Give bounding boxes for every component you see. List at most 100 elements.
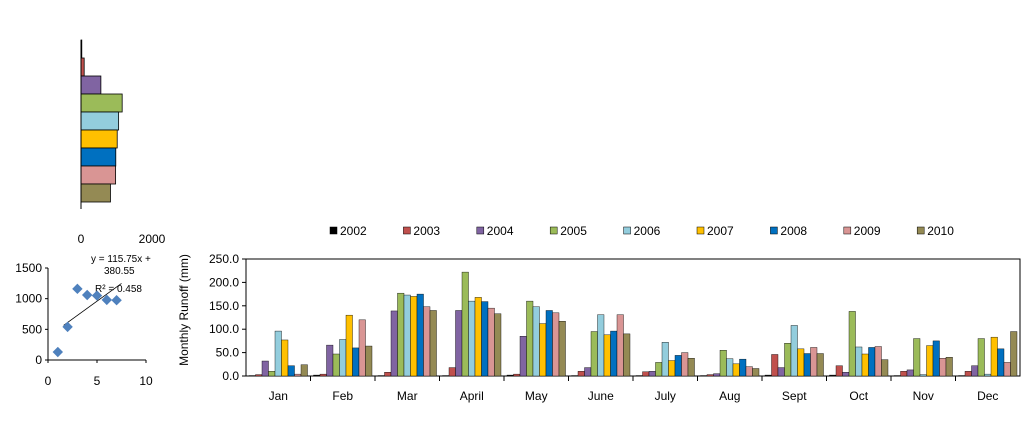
trend-r-squared: R² = 0.458: [95, 284, 142, 295]
bar-Aug-2003: [706, 374, 714, 377]
bar-July-2006: [661, 342, 669, 377]
bar-Feb-2006: [339, 339, 347, 377]
y-axis-title: Monthly Runoff (mm): [177, 254, 191, 366]
legend-label-2008: 2008: [780, 224, 807, 238]
bar-April-2007: [474, 297, 482, 377]
bar-Jan-2005: [268, 371, 276, 377]
bar-Oct-2009: [874, 346, 882, 377]
bar-Mar-2004: [390, 310, 398, 377]
legend-label-2006: 2006: [634, 224, 661, 238]
legend-label-2009: 2009: [854, 224, 881, 238]
bar-June-2002: [571, 375, 579, 377]
bar-May-2006: [532, 306, 540, 377]
scatter-point: [101, 294, 113, 306]
bar-Feb-2008: [352, 347, 360, 377]
scatter-point: [91, 290, 103, 301]
scatter-y-tick-label: 1500: [15, 261, 42, 275]
annual-bar-x-tick: 0: [78, 232, 85, 246]
annual-totals-bar-chart: 0 2000: [78, 39, 166, 246]
bar-Nov-2002: [893, 375, 901, 377]
bar-Oct-2006: [855, 346, 863, 377]
legend-swatch-2005: [549, 226, 558, 235]
legend-label-2003: 2003: [413, 224, 440, 238]
bar-Mar-2010: [429, 310, 437, 377]
bar-Oct-2004: [842, 372, 850, 377]
bar-Feb-2007: [345, 314, 353, 377]
bar-June-2003: [577, 371, 585, 377]
bar-Aug-2004: [713, 373, 721, 377]
annual-bar-2009: [80, 165, 117, 185]
annual-bar-2005: [80, 93, 123, 113]
bar-Mar-2009: [423, 306, 431, 377]
bar-Sept-2002: [764, 374, 772, 377]
scatter-y-tick-label: 0: [35, 353, 42, 367]
bar-Sept-2007: [797, 348, 805, 377]
bar-Oct-2003: [835, 365, 843, 377]
legend-swatch-2003: [403, 226, 411, 235]
scatter-point: [72, 283, 83, 295]
scatter-y-tick-label: 1000: [15, 292, 42, 306]
bar-Feb-2005: [332, 353, 340, 377]
bar-June-2009: [616, 314, 624, 377]
bar-Aug-2009: [745, 366, 753, 377]
y-tick-label: 100.0: [209, 322, 239, 336]
x-tick-label: Oct: [849, 389, 868, 403]
bar-Nov-2009: [939, 358, 947, 377]
bar-May-2009: [552, 312, 560, 377]
bar-Sept-2003: [771, 354, 779, 377]
x-tick-label: Aug: [719, 389, 740, 403]
legend-swatch-2008: [770, 226, 778, 235]
annual-bar-x-tick: 2000: [139, 232, 166, 246]
bar-Oct-2010: [881, 359, 889, 377]
x-tick-label: July: [655, 389, 676, 403]
bar-Nov-2010: [945, 357, 953, 377]
bar-Dec-2010: [1010, 331, 1018, 377]
bar-July-2008: [674, 355, 682, 377]
bar-April-2008: [481, 301, 489, 377]
bar-May-2007: [539, 323, 547, 377]
bar-June-2005: [590, 331, 598, 377]
bar-July-2009: [681, 352, 689, 377]
bar-April-2004: [455, 310, 463, 377]
bar-Nov-2008: [932, 340, 940, 377]
bar-Aug-2006: [726, 358, 734, 377]
x-tick-label: Dec: [977, 389, 998, 403]
bar-Sept-2004: [777, 367, 785, 377]
bar-Jan-2007: [281, 339, 289, 377]
annual-bar-2007: [80, 129, 118, 149]
scatter-point: [52, 346, 64, 358]
scatter-x-tick-label: 0: [45, 374, 52, 388]
annual-bar-2006: [80, 111, 120, 131]
y-tick-label: 0.0: [222, 369, 239, 383]
bar-Dec-2009: [1003, 362, 1011, 377]
bar-Nov-2004: [906, 369, 914, 377]
bar-Nov-2003: [900, 371, 908, 377]
bar-Sept-2009: [810, 347, 818, 377]
bar-April-2002: [442, 375, 450, 377]
bar-Dec-2003: [964, 371, 972, 377]
bar-Oct-2002: [829, 374, 837, 377]
legend-label-2002: 2002: [340, 224, 367, 238]
legend-swatch-2002: [329, 226, 338, 235]
x-tick-label: Mar: [397, 389, 418, 403]
bar-Mar-2006: [403, 294, 411, 377]
bar-Aug-2002: [700, 375, 708, 377]
bar-Feb-2009: [358, 319, 366, 377]
bar-Feb-2002: [313, 374, 321, 377]
bar-Aug-2010: [752, 368, 760, 377]
scatter-x-tick-label: 5: [94, 374, 101, 388]
bar-May-2004: [519, 336, 527, 377]
bar-Jan-2002: [248, 375, 256, 377]
bar-Dec-2002: [958, 375, 966, 377]
bar-Sept-2008: [803, 353, 811, 377]
bar-Aug-2005: [719, 350, 727, 377]
monthly-runoff-bar-chart: Monthly Runoff (mm) 0.0 50.0 100.0 150.0 200…: [177, 252, 1021, 403]
bar-Aug-2007: [732, 363, 740, 377]
bar-Oct-2007: [861, 353, 869, 377]
bar-Feb-2010: [365, 345, 373, 377]
x-tick-label: Feb: [332, 389, 353, 403]
legend-swatch-2007: [696, 226, 705, 235]
trend-equation-line1: y = 115.75x +: [91, 254, 151, 265]
legend-label-2004: 2004: [487, 224, 514, 238]
legend-label-2005: 2005: [560, 224, 587, 238]
